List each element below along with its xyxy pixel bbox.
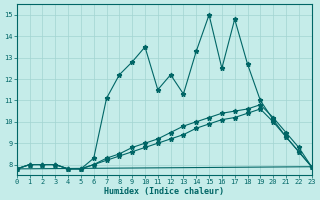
X-axis label: Humidex (Indice chaleur): Humidex (Indice chaleur)	[104, 187, 224, 196]
